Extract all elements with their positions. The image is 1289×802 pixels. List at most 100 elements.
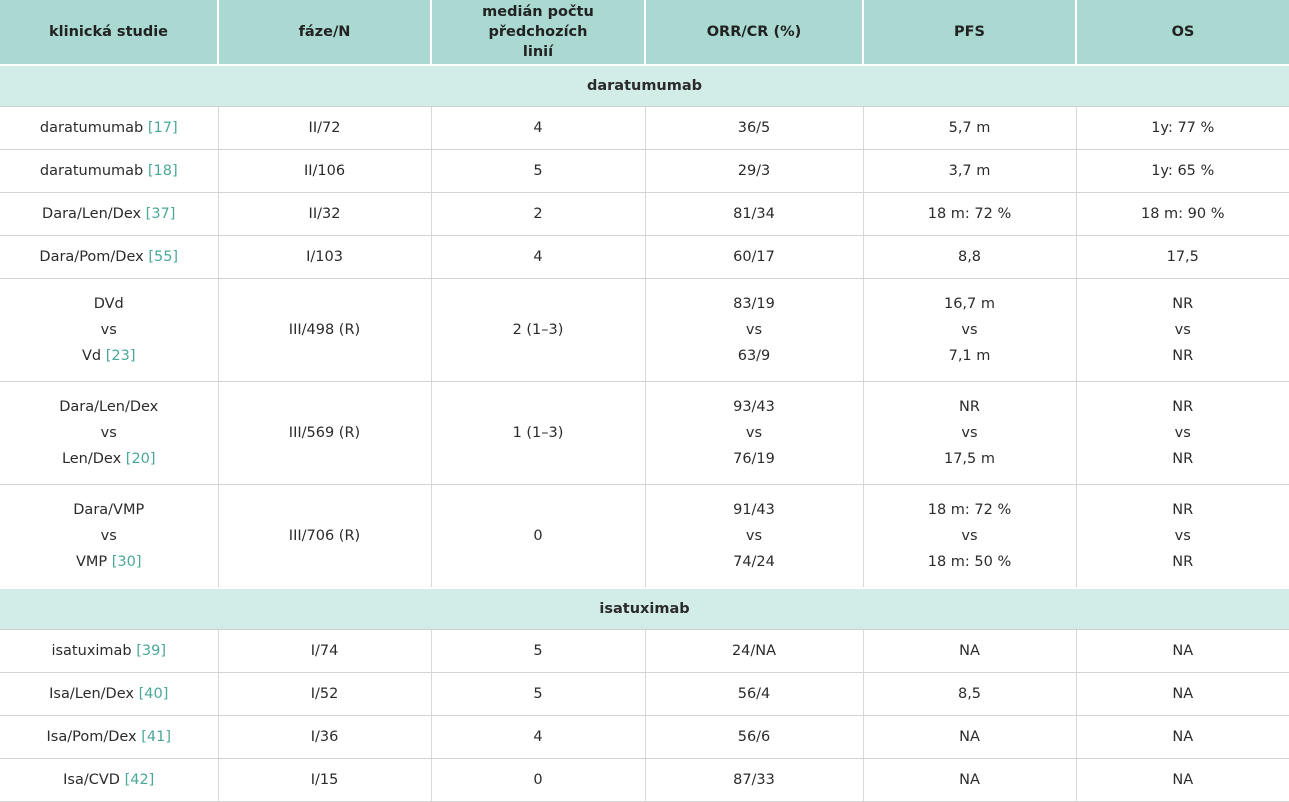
table-row: Dara/VMP vs VMP [30] III/706 (R) 0 91/43 vs 74/… — [0, 484, 1289, 589]
cell-line: I/74 — [223, 643, 427, 659]
table-row: Dara/Len/Dex [37] II/32 2 81/34 18 m: 72 % 18… — [0, 192, 1289, 236]
cell-study: Isa/Len/Dex [40] — [0, 672, 219, 716]
cell-line: I/36 — [223, 729, 427, 745]
cell-line: NR — [868, 394, 1072, 420]
cell-line: I/52 — [223, 686, 427, 702]
cell-os: NR vs NR — [1076, 278, 1289, 382]
cell-line: III/498 (R) — [223, 317, 427, 343]
reference-link[interactable]: [23] — [105, 348, 136, 364]
cell-text: 16,7 m — [943, 296, 996, 312]
cell-line: NA — [1081, 729, 1286, 745]
cell-lines: 2 — [431, 192, 646, 236]
cell-study: Dara/Len/Dex vs Len/Dex [20] — [0, 381, 219, 485]
cell-line: 5 — [436, 163, 641, 179]
cell-line: vs — [1081, 420, 1286, 446]
cell-orr: 36/5 — [645, 106, 864, 150]
cell-line: Dara/VMP — [4, 497, 214, 523]
cell-line: vs — [650, 523, 859, 549]
cell-text: isatuximab — [51, 643, 132, 659]
cell-pfs: NA — [863, 629, 1077, 673]
reference-link[interactable]: [40] — [138, 686, 169, 702]
cell-os: NA — [1076, 758, 1289, 802]
cell-line: NR — [1081, 446, 1286, 472]
cell-line: vs — [650, 420, 859, 446]
cell-pfs: NA — [863, 715, 1077, 759]
cell-text: vs — [745, 528, 763, 544]
cell-line: 18 m: 72 % — [868, 206, 1072, 222]
cell-phase: I/103 — [218, 235, 432, 279]
cell-line: vs — [4, 523, 214, 549]
cell-text: 36/5 — [737, 120, 771, 136]
cell-text: I/103 — [306, 249, 343, 265]
cell-os: 1y: 65 % — [1076, 149, 1289, 193]
reference-link[interactable]: [17] — [147, 120, 178, 136]
cell-os: NA — [1076, 629, 1289, 673]
cell-line: 76/19 — [650, 446, 859, 472]
reference-link[interactable]: [37] — [145, 206, 176, 222]
cell-pfs: 18 m: 72 % vs 18 m: 50 % — [863, 484, 1077, 589]
header-pfs: PFS — [863, 0, 1077, 65]
cell-os: 17,5 — [1076, 235, 1289, 279]
cell-text: 76/19 — [733, 451, 775, 467]
cell-line: NR — [1081, 497, 1286, 523]
cell-text: 5 — [533, 643, 543, 659]
cell-line: NA — [1081, 772, 1286, 788]
cell-study: isatuximab [39] — [0, 629, 219, 673]
group-header-row: daratumumab — [0, 64, 1289, 107]
cell-text: vs — [961, 425, 978, 441]
cell-line: 1y: 77 % — [1081, 120, 1286, 136]
reference-link[interactable]: [18] — [147, 163, 178, 179]
header-study: klinická studie — [0, 0, 219, 65]
cell-line: 36/5 — [650, 120, 859, 136]
cell-lines: 0 — [431, 758, 646, 802]
reference-link[interactable]: [39] — [136, 643, 167, 659]
cell-phase: I/36 — [218, 715, 432, 759]
cell-text: 63/9 — [737, 348, 771, 364]
table-row: Dara/Pom/Dex [55] I/103 4 60/17 8,8 17,5 — [0, 235, 1289, 279]
table-row: daratumumab [17] II/72 4 36/5 5,7 m 1y: 77 % — [0, 106, 1289, 150]
cell-text: NR — [1172, 296, 1194, 312]
table-row: Isa/Len/Dex [40] I/52 5 56/4 8,5 NA — [0, 672, 1289, 716]
cell-text: 0 — [533, 528, 543, 544]
cell-line: 3,7 m — [868, 163, 1072, 179]
cell-line: 0 — [436, 523, 641, 549]
cell-text: vs — [745, 322, 763, 338]
cell-line: vs — [1081, 523, 1286, 549]
cell-line: NR — [1081, 394, 1286, 420]
reference-link[interactable]: [55] — [148, 249, 179, 265]
cell-text: 1y: 77 % — [1151, 120, 1215, 136]
table-body: daratumumab daratumumab [17] II/72 4 36/5 5,7… — [0, 64, 1289, 802]
cell-text: vs — [100, 322, 117, 338]
cell-text: NA — [1172, 772, 1194, 788]
cell-text: 7,1 m — [948, 348, 991, 364]
cell-line: vs — [868, 523, 1072, 549]
cell-lines: 1 (1–3) — [431, 381, 646, 485]
reference-link[interactable]: [30] — [111, 554, 142, 570]
header-prior-lines: medián počtu předchozích linií — [431, 0, 646, 65]
cell-text: 87/33 — [733, 772, 775, 788]
reference-link[interactable]: [42] — [124, 772, 155, 788]
cell-pfs: 18 m: 72 % — [863, 192, 1077, 236]
cell-line: 24/NA — [650, 643, 859, 659]
cell-line: daratumumab [17] — [4, 120, 214, 136]
cell-study: Isa/Pom/Dex [41] — [0, 715, 219, 759]
cell-line: NA — [868, 772, 1072, 788]
cell-study: Dara/VMP vs VMP [30] — [0, 484, 219, 589]
cell-line: I/15 — [223, 772, 427, 788]
cell-line: NR — [1081, 343, 1286, 369]
cell-study: DVd vs Vd [23] — [0, 278, 219, 382]
cell-text: 0 — [533, 772, 543, 788]
reference-link[interactable]: [20] — [125, 451, 156, 467]
cell-text: 8,5 — [957, 686, 982, 702]
cell-line: vs — [868, 317, 1072, 343]
header-orr-cr: ORR/CR (%) — [645, 0, 864, 65]
cell-pfs: 8,8 — [863, 235, 1077, 279]
cell-line: 1 (1–3) — [436, 420, 641, 446]
cell-text: VMP — [75, 554, 108, 570]
cell-line: I/103 — [223, 249, 427, 265]
cell-line: NA — [868, 729, 1072, 745]
reference-link[interactable]: [41] — [141, 729, 171, 745]
cell-lines: 4 — [431, 235, 646, 279]
cell-line: vs — [4, 317, 214, 343]
cell-text: 8,8 — [957, 249, 982, 265]
